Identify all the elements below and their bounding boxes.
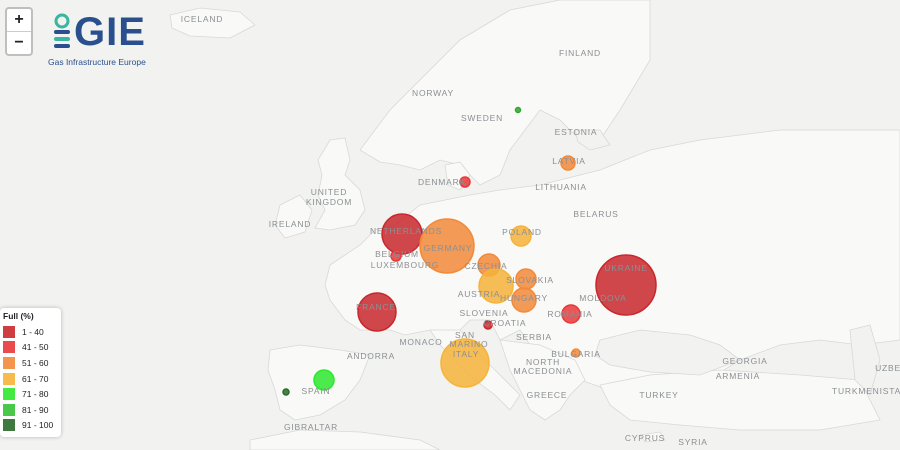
country-label-macedonia: MACEDONIA [514, 366, 573, 376]
zoom-out-button[interactable]: − [7, 31, 31, 54]
storage-marker-denmark[interactable] [459, 176, 471, 188]
country-labels: ICELAND FINLAND NORWAY SWEDEN ESTONIA LATVIA D… [181, 14, 900, 447]
legend-swatch [3, 356, 15, 369]
country-label-slovenia: SLOVENIA [460, 308, 509, 318]
country-label-georgia: GEORGIA [722, 356, 767, 366]
country-label-estonia: ESTONIA [555, 127, 598, 137]
storage-marker-bulgaria[interactable] [571, 348, 581, 358]
legend-swatch [3, 325, 15, 338]
storage-marker-spain[interactable] [313, 369, 335, 391]
storage-marker-italy[interactable] [440, 338, 490, 388]
storage-marker-ukraine[interactable] [595, 254, 657, 316]
country-label-syria: SYRIA [678, 437, 708, 447]
legend-item: 81 - 90 [3, 402, 61, 418]
country-label-kingdom: KINGDOM [306, 197, 352, 207]
country-label-armenia: ARMENIA [716, 371, 760, 381]
country-label-slovakia: SLOVAKIA [506, 275, 554, 285]
country-label-austria: AUSTRIA [458, 289, 500, 299]
legend-swatch [3, 388, 15, 401]
country-label-uzbe: UZBE [875, 363, 900, 373]
storage-marker-france[interactable] [357, 292, 397, 332]
legend-label: 61 - 70 [22, 373, 49, 384]
country-label-hungary: HUNGARY [500, 293, 548, 303]
gie-logo: GIE Gas Infrastructure Europe [40, 6, 160, 70]
country-label-belgium: BELGIUM [375, 249, 419, 259]
country-label-gibraltar: GIBRALTAR [284, 422, 338, 432]
country-label-ukraine: UKRAINE [604, 263, 647, 273]
country-label-greece: GREECE [527, 390, 568, 400]
country-label-germany: GERMANY [424, 243, 473, 253]
country-label-spain: SPAIN [302, 386, 331, 396]
storage-markers [282, 106, 657, 396]
country-label-croatia: CROATIA [484, 318, 527, 328]
country-label-bulgaria: BULGARIA [551, 349, 600, 359]
legend-swatch [3, 403, 15, 416]
legend-label: 51 - 60 [22, 357, 49, 368]
legend-item: 51 - 60 [3, 355, 61, 371]
country-label-romania: ROMANIA [547, 309, 592, 319]
country-label-iceland: ICELAND [181, 14, 223, 24]
country-label-netherlands: NETHERLANDS [370, 226, 442, 236]
country-label-andorra: ANDORRA [347, 351, 395, 361]
legend-label: 71 - 80 [22, 389, 49, 400]
legend-swatch [3, 341, 15, 354]
storage-marker-portugal[interactable] [282, 388, 290, 396]
country-label-italy: ITALY [453, 349, 479, 359]
country-label-united: UNITED [311, 187, 347, 197]
logo-subtitle: Gas Infrastructure Europe [48, 57, 146, 67]
gas-flame-icon [54, 13, 70, 48]
country-label-finland: FINLAND [559, 48, 601, 58]
legend-swatch [3, 372, 15, 385]
logo-wordmark: GIE [74, 10, 146, 54]
storage-marker-sweden[interactable] [514, 106, 522, 114]
country-label-belarus: BELARUS [573, 209, 618, 219]
country-label-france: FRANCE [356, 302, 396, 312]
country-label-marino: MARINO [450, 339, 489, 349]
inland-seas [574, 129, 881, 396]
storage-marker-germany[interactable] [419, 218, 475, 274]
country-label-sweden: SWEDEN [461, 113, 503, 123]
legend-label: 41 - 50 [22, 342, 49, 353]
zoom-control: + − [5, 7, 33, 56]
country-label-serbia: SERBIA [516, 332, 552, 342]
storage-marker-austria[interactable] [478, 268, 514, 304]
storage-marker-latvia[interactable] [560, 155, 576, 171]
storage-marker-belgium[interactable] [390, 250, 402, 262]
legend-label: 91 - 100 [22, 420, 54, 431]
country-label-turkmenistan: TURKMENISTAN [832, 386, 900, 396]
country-label-moldova: MOLDOVA [579, 293, 626, 303]
legend-item: 41 - 50 [3, 340, 61, 356]
storage-marker-croatia[interactable] [483, 320, 493, 330]
legend-label: 81 - 90 [22, 404, 49, 415]
country-label-monaco: MONACO [399, 337, 442, 347]
legend-swatch [3, 419, 15, 432]
country-label-turkey: TURKEY [639, 390, 678, 400]
country-label-san: SAN [455, 330, 475, 340]
storage-marker-hungary[interactable] [511, 287, 537, 313]
country-label-denmark: DENMARK [418, 177, 466, 187]
country-label-poland: POLAND [502, 227, 542, 237]
country-label-lithuania: LITHUANIA [535, 182, 587, 192]
legend-label: 1 - 40 [22, 326, 44, 337]
legend-item: 91 - 100 [3, 418, 61, 434]
legend-item: 1 - 40 [3, 324, 61, 340]
fill-legend: Full (%) 1 - 40 41 - 50 51 - 60 61 - 70 … [0, 308, 61, 438]
legend-item: 61 - 70 [3, 371, 61, 387]
storage-marker-poland[interactable] [510, 225, 532, 247]
country-label-latvia: LATVIA [552, 156, 585, 166]
storage-marker-romania[interactable] [561, 304, 581, 324]
country-label-north: NORTH [526, 357, 560, 367]
country-label-czechia: CZECHIA [465, 261, 508, 271]
legend-title: Full (%) [3, 311, 34, 321]
legend-item: 71 - 80 [3, 386, 61, 402]
zoom-in-button[interactable]: + [14, 11, 24, 28]
country-label-cyprus: CYPRUS [625, 433, 665, 443]
country-label-norway: NORWAY [412, 88, 454, 98]
country-label-luxembourg: LUXEMBOURG [371, 260, 439, 270]
country-label-ireland: IRELAND [269, 219, 311, 229]
